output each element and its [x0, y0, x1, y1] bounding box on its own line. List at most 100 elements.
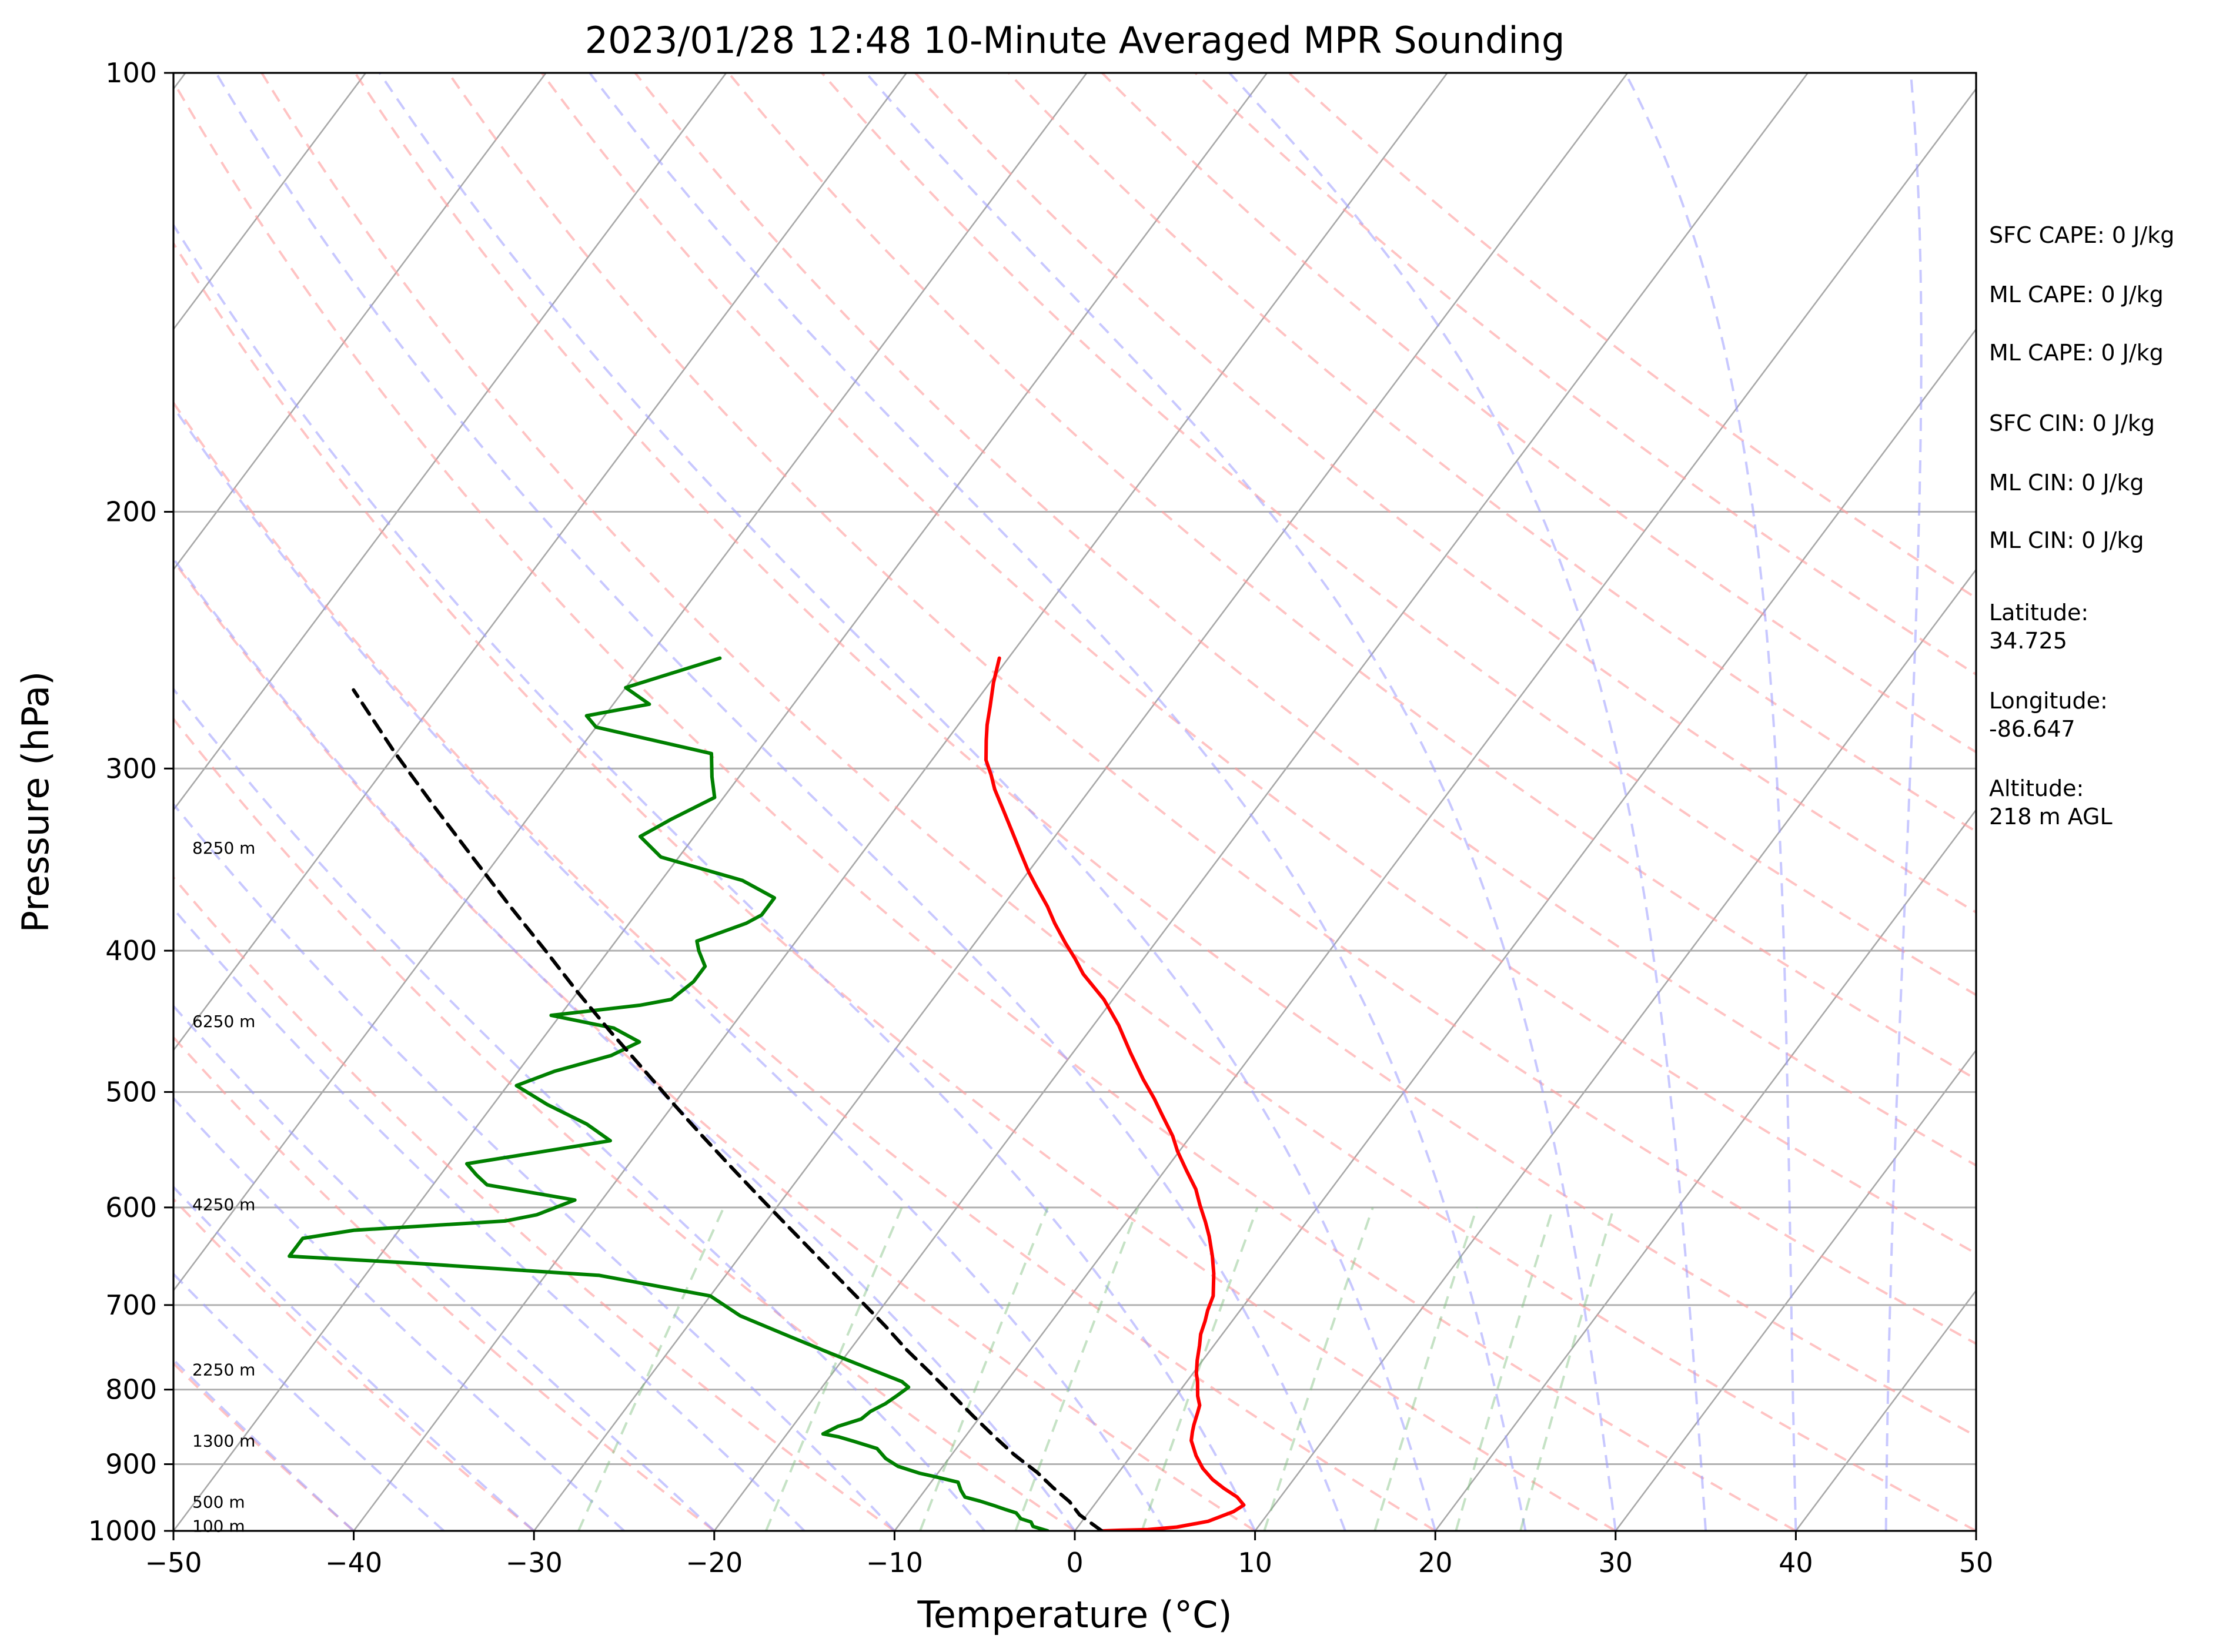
y-tick-label: 700: [105, 1289, 157, 1321]
y-tick-label: 400: [105, 935, 157, 967]
dry-adiabat-line: [914, 73, 1976, 914]
isotherm-line: [2157, 73, 2226, 1531]
isotherm-line: [173, 73, 367, 331]
dry-adiabat-line: [354, 73, 1976, 1438]
height-label: 4250 m: [192, 1195, 255, 1214]
stat-annotation-line: 34.725: [1989, 628, 2067, 654]
isotherm-line: [1615, 1049, 1976, 1531]
mixing-ratio-line: [1263, 1207, 1374, 1531]
stat-annotation-line: Latitude:: [1989, 600, 2088, 626]
dry-adiabat-line: [1008, 73, 1976, 833]
height-label: 8250 m: [192, 838, 255, 858]
isotherm-line: [1254, 568, 1976, 1531]
height-label: 6250 m: [192, 1012, 255, 1031]
stat-annotation-line: ML CIN: 0 J/kg: [1989, 527, 2144, 553]
x-tick-label: 50: [1959, 1547, 1994, 1579]
x-axis-label: Temperature (°C): [917, 1593, 1232, 1636]
x-tick-label: 20: [1418, 1547, 1453, 1579]
moist-adiabat-line: [173, 687, 986, 1531]
axis-ticks: −50 −40 −30 −20 −10 0 10 20 30 40 50 100 200 300 400 50…: [88, 57, 1993, 1579]
moist-adiabat-line: [173, 405, 1167, 1531]
stat-annotation: ML CIN: 0 J/kg: [1989, 470, 2144, 496]
height-label: 100 m: [192, 1516, 245, 1536]
x-tick-label: −30: [506, 1547, 563, 1579]
dry-adiabat-line: [173, 717, 1076, 1531]
height-label: 1300 m: [192, 1431, 255, 1450]
y-tick-label: 900: [105, 1449, 157, 1480]
mixing-ratio-line: [1373, 1207, 1478, 1531]
moist-adiabat-line: [589, 73, 1527, 1531]
isotherm-line: [173, 73, 547, 571]
dewpoint-profile-line: [288, 656, 1050, 1531]
isotherm-line: [0, 73, 5, 1531]
isotherm-line: [894, 88, 1976, 1531]
x-tick-label: 0: [1066, 1547, 1083, 1579]
stat-annotation: SFC CAPE: 0 J/kg: [1989, 222, 2174, 248]
stat-annotation: Latitude: 34.725: [1989, 600, 2088, 654]
chart-title-text: 2023/01/28 12:48 10-Minute Averaged MPR …: [585, 19, 1565, 62]
mixing-ratio-line: [577, 1206, 725, 1531]
moist-adiabat-line: [173, 223, 1256, 1531]
dry-adiabat-line: [821, 73, 1976, 996]
dry-adiabat-line: [173, 241, 1616, 1531]
isotherm-line: [533, 73, 1629, 1531]
x-tick-label: 10: [1238, 1547, 1272, 1579]
x-tick-label: 30: [1599, 1547, 1633, 1579]
dry-adiabat-line: [173, 79, 1797, 1531]
stat-annotation-line: SFC CIN: 0 J/kg: [1989, 410, 2155, 436]
x-tick-label: −40: [325, 1547, 382, 1579]
isotherm-line: [353, 73, 1448, 1531]
isotherm-line: [173, 73, 1088, 1292]
y-axis-label: Pressure (hPa): [14, 671, 57, 933]
y-tick-label: 200: [105, 496, 157, 528]
y-tick-label: 100: [105, 57, 157, 89]
stat-annotation-line: -86.647: [1989, 716, 2075, 742]
dry-adiabat-line: [1101, 73, 1976, 754]
parcel-profile-line: [352, 688, 1104, 1531]
x-tick-label: −20: [686, 1547, 743, 1579]
stat-annotation: Longitude: -86.647: [1989, 688, 2108, 742]
moist-adiabat-line: [865, 73, 1617, 1531]
stat-annotation-line: 218 m AGL: [1989, 804, 2113, 830]
isotherm-line: [1435, 808, 1976, 1531]
stat-annotation-line: SFC CAPE: 0 J/kg: [1989, 222, 2174, 248]
dry-adiabat-line: [447, 73, 1976, 1345]
y-tick-label: 300: [105, 753, 157, 784]
isotherm-line: [173, 73, 907, 1052]
chart-title: 2023/01/28 12:48 10-Minute Averaged MPR …: [585, 19, 1565, 62]
stat-annotation: ML CAPE: 0 J/kg: [1989, 340, 2164, 366]
isotherm-line: [1074, 327, 1976, 1531]
stat-annotation-line: Longitude:: [1989, 688, 2108, 714]
mixing-ratio-line: [1141, 1207, 1259, 1531]
dry-adiabat-line: [727, 73, 1976, 1081]
moist-adiabat-line: [173, 557, 1076, 1531]
dry-adiabat-line: [173, 559, 1256, 1531]
stats-annotations: SFC CAPE: 0 J/kg ML CAPE: 0 J/kg ML CAPE: …: [1989, 222, 2174, 830]
dry-adiabat-line: [260, 73, 1976, 1531]
isotherm-line: [713, 73, 1809, 1531]
stat-annotation: Altitude: 218 m AGL: [1989, 775, 2113, 830]
temperature-profile-line: [984, 656, 1246, 1531]
isotherm-line: [173, 73, 1268, 1531]
mixing-ratio-line: [764, 1207, 903, 1531]
mixing-ratio-line: [1519, 1207, 1615, 1531]
x-tick-label: 40: [1779, 1547, 1813, 1579]
plot-frame: [172, 72, 1977, 1532]
height-label: 500 m: [192, 1492, 245, 1511]
moist-adiabat-line: [173, 802, 895, 1531]
mixing-ratio-line: [1455, 1207, 1555, 1531]
stat-annotation-line: ML CAPE: 0 J/kg: [1989, 340, 2164, 366]
stat-annotation-line: ML CAPE: 0 J/kg: [1989, 282, 2164, 307]
moist-adiabat-line: [1624, 73, 1797, 1531]
y-tick-label: 600: [105, 1192, 157, 1223]
moist-adiabat-line: [173, 1096, 625, 1531]
stat-annotation: ML CIN: 0 J/kg: [1989, 527, 2144, 553]
stat-annotation: ML CAPE: 0 J/kg: [1989, 282, 2164, 307]
y-tick-label: 500: [105, 1076, 157, 1108]
stat-annotation: SFC CIN: 0 J/kg: [1989, 410, 2155, 436]
y-tick-label: 800: [105, 1374, 157, 1406]
stat-annotation-line: ML CIN: 0 J/kg: [1989, 470, 2144, 496]
dry-adiabat-line: [173, 1197, 535, 1531]
dry-adiabat-line: [173, 400, 1436, 1531]
